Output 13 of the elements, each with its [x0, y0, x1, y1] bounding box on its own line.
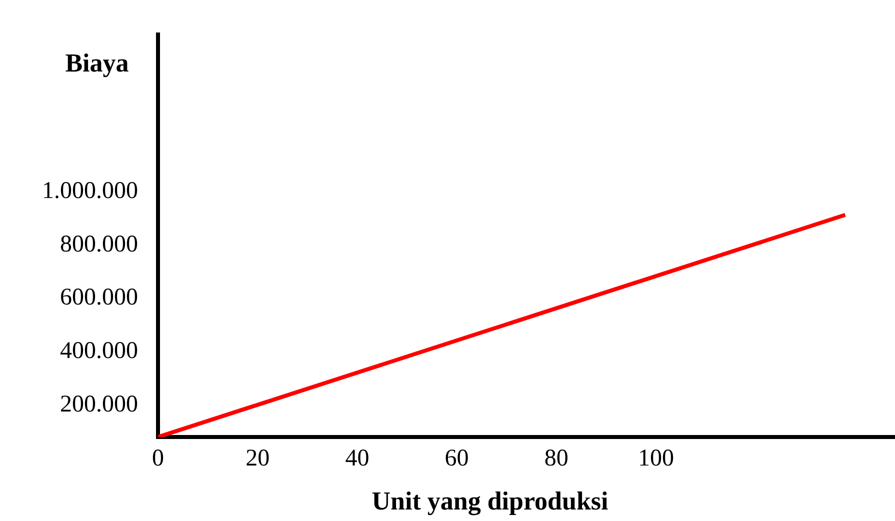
x-tick-label: 60 [444, 446, 469, 472]
x-tick-label: 80 [544, 446, 568, 472]
x-axis-title: Unit yang diproduksi [372, 486, 608, 516]
y-tick-label: 200.000 [60, 391, 138, 418]
y-axis-title: Biaya [65, 48, 129, 78]
x-tick-label: 100 [638, 446, 674, 472]
x-tick-label: 0 [152, 446, 164, 472]
y-tick-label: 400.000 [60, 338, 138, 364]
y-tick-label: 800.000 [60, 231, 138, 258]
x-tick-label: 20 [246, 446, 270, 472]
x-tick-label: 40 [345, 446, 370, 472]
y-tick-label: 600.000 [60, 284, 138, 311]
y-tick-label: 1.000.000 [42, 178, 138, 204]
